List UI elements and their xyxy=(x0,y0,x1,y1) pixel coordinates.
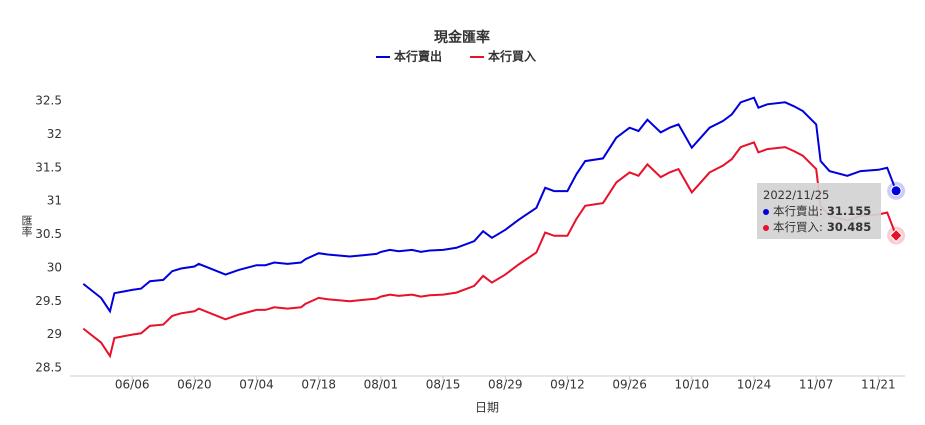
x-tick-label: 10/10 xyxy=(675,378,710,392)
tooltip: 2022/11/25 本行賣出: 31.155 本行買入: 30.485 xyxy=(757,183,881,239)
series-line xyxy=(82,96,898,314)
x-tick-label: 06/06 xyxy=(115,378,150,392)
y-tick-label: 30.5 xyxy=(35,227,62,241)
x-tick-label: 09/26 xyxy=(612,378,647,392)
tooltip-dot xyxy=(763,224,769,231)
x-axis-label: 日期 xyxy=(475,401,499,415)
legend-label: 本行賣出 xyxy=(394,49,442,64)
tooltip-separator: : xyxy=(819,204,823,218)
x-tick-label: 09/12 xyxy=(550,378,585,392)
x-tick-label: 11/21 xyxy=(861,378,896,392)
y-tick-label: 31.5 xyxy=(35,160,62,174)
x-tick-label: 07/18 xyxy=(301,378,336,392)
y-tick-label: 30 xyxy=(47,260,62,274)
tooltip-value: 31.155 xyxy=(826,204,872,218)
x-tick-label: 08/01 xyxy=(364,378,399,392)
tooltip-row: 本行賣出: 31.155 xyxy=(763,203,875,219)
x-tick-label: 08/29 xyxy=(488,378,523,392)
y-tick-label: 32.5 xyxy=(35,94,62,108)
tooltip-name: 本行買入 xyxy=(773,220,819,234)
y-tick-label: 32 xyxy=(47,127,62,141)
tooltip-date: 2022/11/25 xyxy=(763,188,830,202)
hover-marker xyxy=(890,185,902,197)
hover-marker xyxy=(889,228,903,243)
x-tick-label: 11/07 xyxy=(799,378,834,392)
tooltip-dot xyxy=(763,208,769,215)
tooltip-row: 本行買入: 30.485 xyxy=(763,219,875,235)
x-tick-label: 07/04 xyxy=(239,378,274,392)
tooltip-name: 本行賣出 xyxy=(773,204,819,218)
x-tick-label: 10/24 xyxy=(737,378,772,392)
y-tick-label: 31 xyxy=(47,194,62,208)
y-tick-label: 29.5 xyxy=(35,294,62,308)
tooltip-separator: : xyxy=(819,220,823,234)
x-tick-label: 08/15 xyxy=(426,378,461,392)
chart-title: 現金匯率 xyxy=(434,29,490,46)
y-tick-label: 29 xyxy=(47,327,62,341)
x-tick-label: 06/20 xyxy=(177,378,212,392)
y-axis-label: 匯率 xyxy=(20,215,33,238)
series-line xyxy=(82,141,898,359)
tooltip-value: 30.485 xyxy=(826,220,872,234)
y-tick-label: 28.5 xyxy=(35,361,62,375)
legend-label: 本行買入 xyxy=(488,49,536,64)
